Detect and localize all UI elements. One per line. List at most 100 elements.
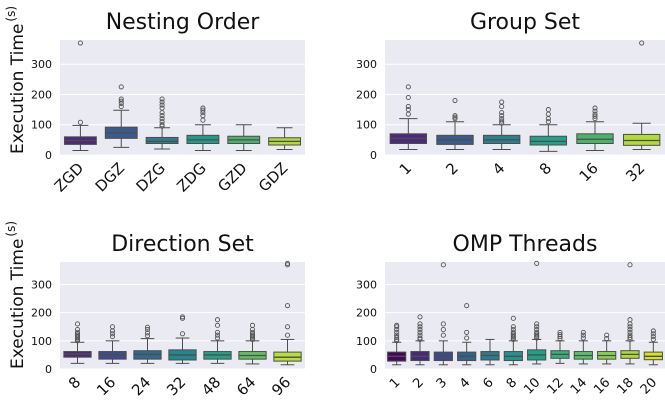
outlier-point [405, 107, 411, 113]
outlier-point [650, 331, 656, 337]
outlier-point [534, 321, 540, 327]
outlier-point [200, 105, 206, 111]
box-10 [527, 260, 547, 365]
outlier-point [499, 110, 505, 116]
panel-3: 0 100 200 300 Direction Set 8 16 24 32 48 64 96 [31, 232, 305, 399]
outlier-point [534, 329, 540, 335]
box-8 [503, 315, 523, 366]
box-16 [597, 332, 617, 365]
panel-2: 0 100 200 300 Group Set 1 2 4 8 16 32 [356, 10, 665, 185]
box-2 [410, 314, 430, 366]
box-4 [457, 303, 477, 366]
outlier-point [650, 336, 656, 342]
x-tick-label: 2 [410, 375, 426, 391]
box-iqr [145, 136, 179, 145]
box-1 [387, 322, 407, 366]
outlier-point [74, 329, 81, 335]
outlier-point [118, 104, 124, 110]
outlier-point [545, 119, 551, 125]
y-tick-label: 100 [31, 119, 52, 132]
box-2 [436, 97, 474, 151]
outlier-point [452, 114, 458, 120]
outlier-point [534, 324, 540, 330]
panel-title: Direction Set [111, 232, 254, 257]
x-tick-label: 96 [268, 373, 294, 399]
outlier-point [557, 329, 563, 335]
outlier-point [650, 328, 656, 334]
outlier-point [284, 324, 291, 330]
x-tick-label: 24 [128, 373, 154, 399]
y-axis-label-top: Execution Time(s) [4, 6, 28, 154]
outlier-point [580, 335, 586, 341]
y-tick-label: 100 [356, 119, 377, 132]
box-6 [480, 338, 500, 366]
outlier-point [394, 334, 400, 341]
outlier-point [74, 321, 81, 327]
x-tick-label: 16 [93, 373, 119, 399]
outlier-point [592, 108, 598, 114]
outlier-point [545, 107, 551, 113]
box-DGZ [104, 84, 138, 148]
outlier-point [557, 332, 563, 338]
box-24 [133, 324, 162, 364]
x-tick-label: 14 [568, 375, 590, 397]
outlier-point [499, 116, 505, 122]
outlier-point [440, 262, 446, 268]
box-8 [529, 107, 568, 152]
outlier-point [627, 332, 633, 338]
x-tick-label: DZG [133, 159, 169, 195]
outlier-point [284, 260, 291, 266]
outlier-point [144, 333, 151, 339]
outlier-point [159, 99, 165, 105]
outlier-point [159, 122, 165, 128]
box-16 [98, 324, 127, 364]
x-tick-label: 20 [638, 375, 660, 397]
y-tick-label: 300 [356, 58, 377, 71]
outlier-point [214, 332, 221, 338]
outlier-point [214, 317, 221, 323]
x-tick-label: 10 [521, 375, 543, 397]
outlier-point [510, 315, 516, 321]
y-tick-label: 300 [356, 279, 377, 292]
outlier-point [249, 329, 256, 335]
x-tick-label: 1 [387, 375, 403, 391]
outlier-point [118, 84, 124, 90]
panel-title: OMP Threads [453, 232, 598, 257]
outlier-point [179, 314, 186, 320]
outlier-point [74, 327, 81, 333]
x-tick-label: 4 [489, 159, 508, 178]
outlier-point [214, 335, 221, 341]
panel-title: Group Set [470, 10, 580, 35]
y-axis-label-bottom: Execution Time(s) [4, 221, 28, 369]
outlier-point [440, 321, 446, 327]
outlier-point [464, 303, 470, 309]
x-tick-label: GZD [214, 159, 250, 195]
x-tick-label: 16 [591, 375, 613, 397]
x-tick-label: 32 [163, 373, 189, 399]
box-32 [168, 314, 197, 364]
outlier-point [417, 314, 423, 320]
box-18 [620, 262, 640, 365]
outlier-point [118, 96, 124, 102]
outlier-point [627, 324, 633, 330]
box-ZDG [186, 105, 220, 151]
outlier-point [510, 329, 516, 335]
y-tick-label: 200 [356, 307, 377, 320]
plot-area [60, 40, 305, 155]
outlier-point [118, 98, 124, 104]
box-8 [63, 321, 92, 364]
outlier-point [405, 94, 411, 101]
outlier-point [77, 40, 83, 46]
outlier-point [144, 330, 151, 336]
box-3 [433, 262, 453, 366]
outlier-point [452, 113, 458, 119]
x-tick-label: 8 [65, 373, 84, 392]
outlier-point [464, 335, 470, 341]
x-tick-label: 3 [434, 375, 450, 391]
outlier-point [214, 322, 221, 328]
box-32 [622, 40, 661, 151]
outlier-point [452, 97, 458, 104]
outlier-point [284, 303, 291, 309]
